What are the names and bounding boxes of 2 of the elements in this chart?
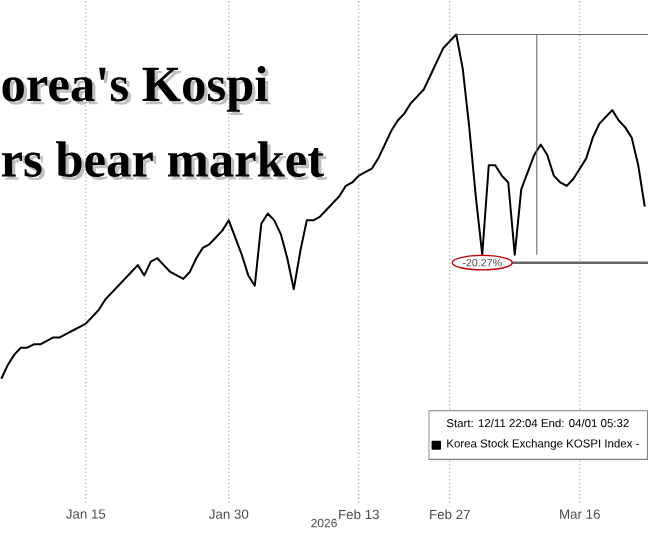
text: rs bear market <box>5 144 328 181</box>
text: orea's Kospi <box>5 69 271 116</box>
